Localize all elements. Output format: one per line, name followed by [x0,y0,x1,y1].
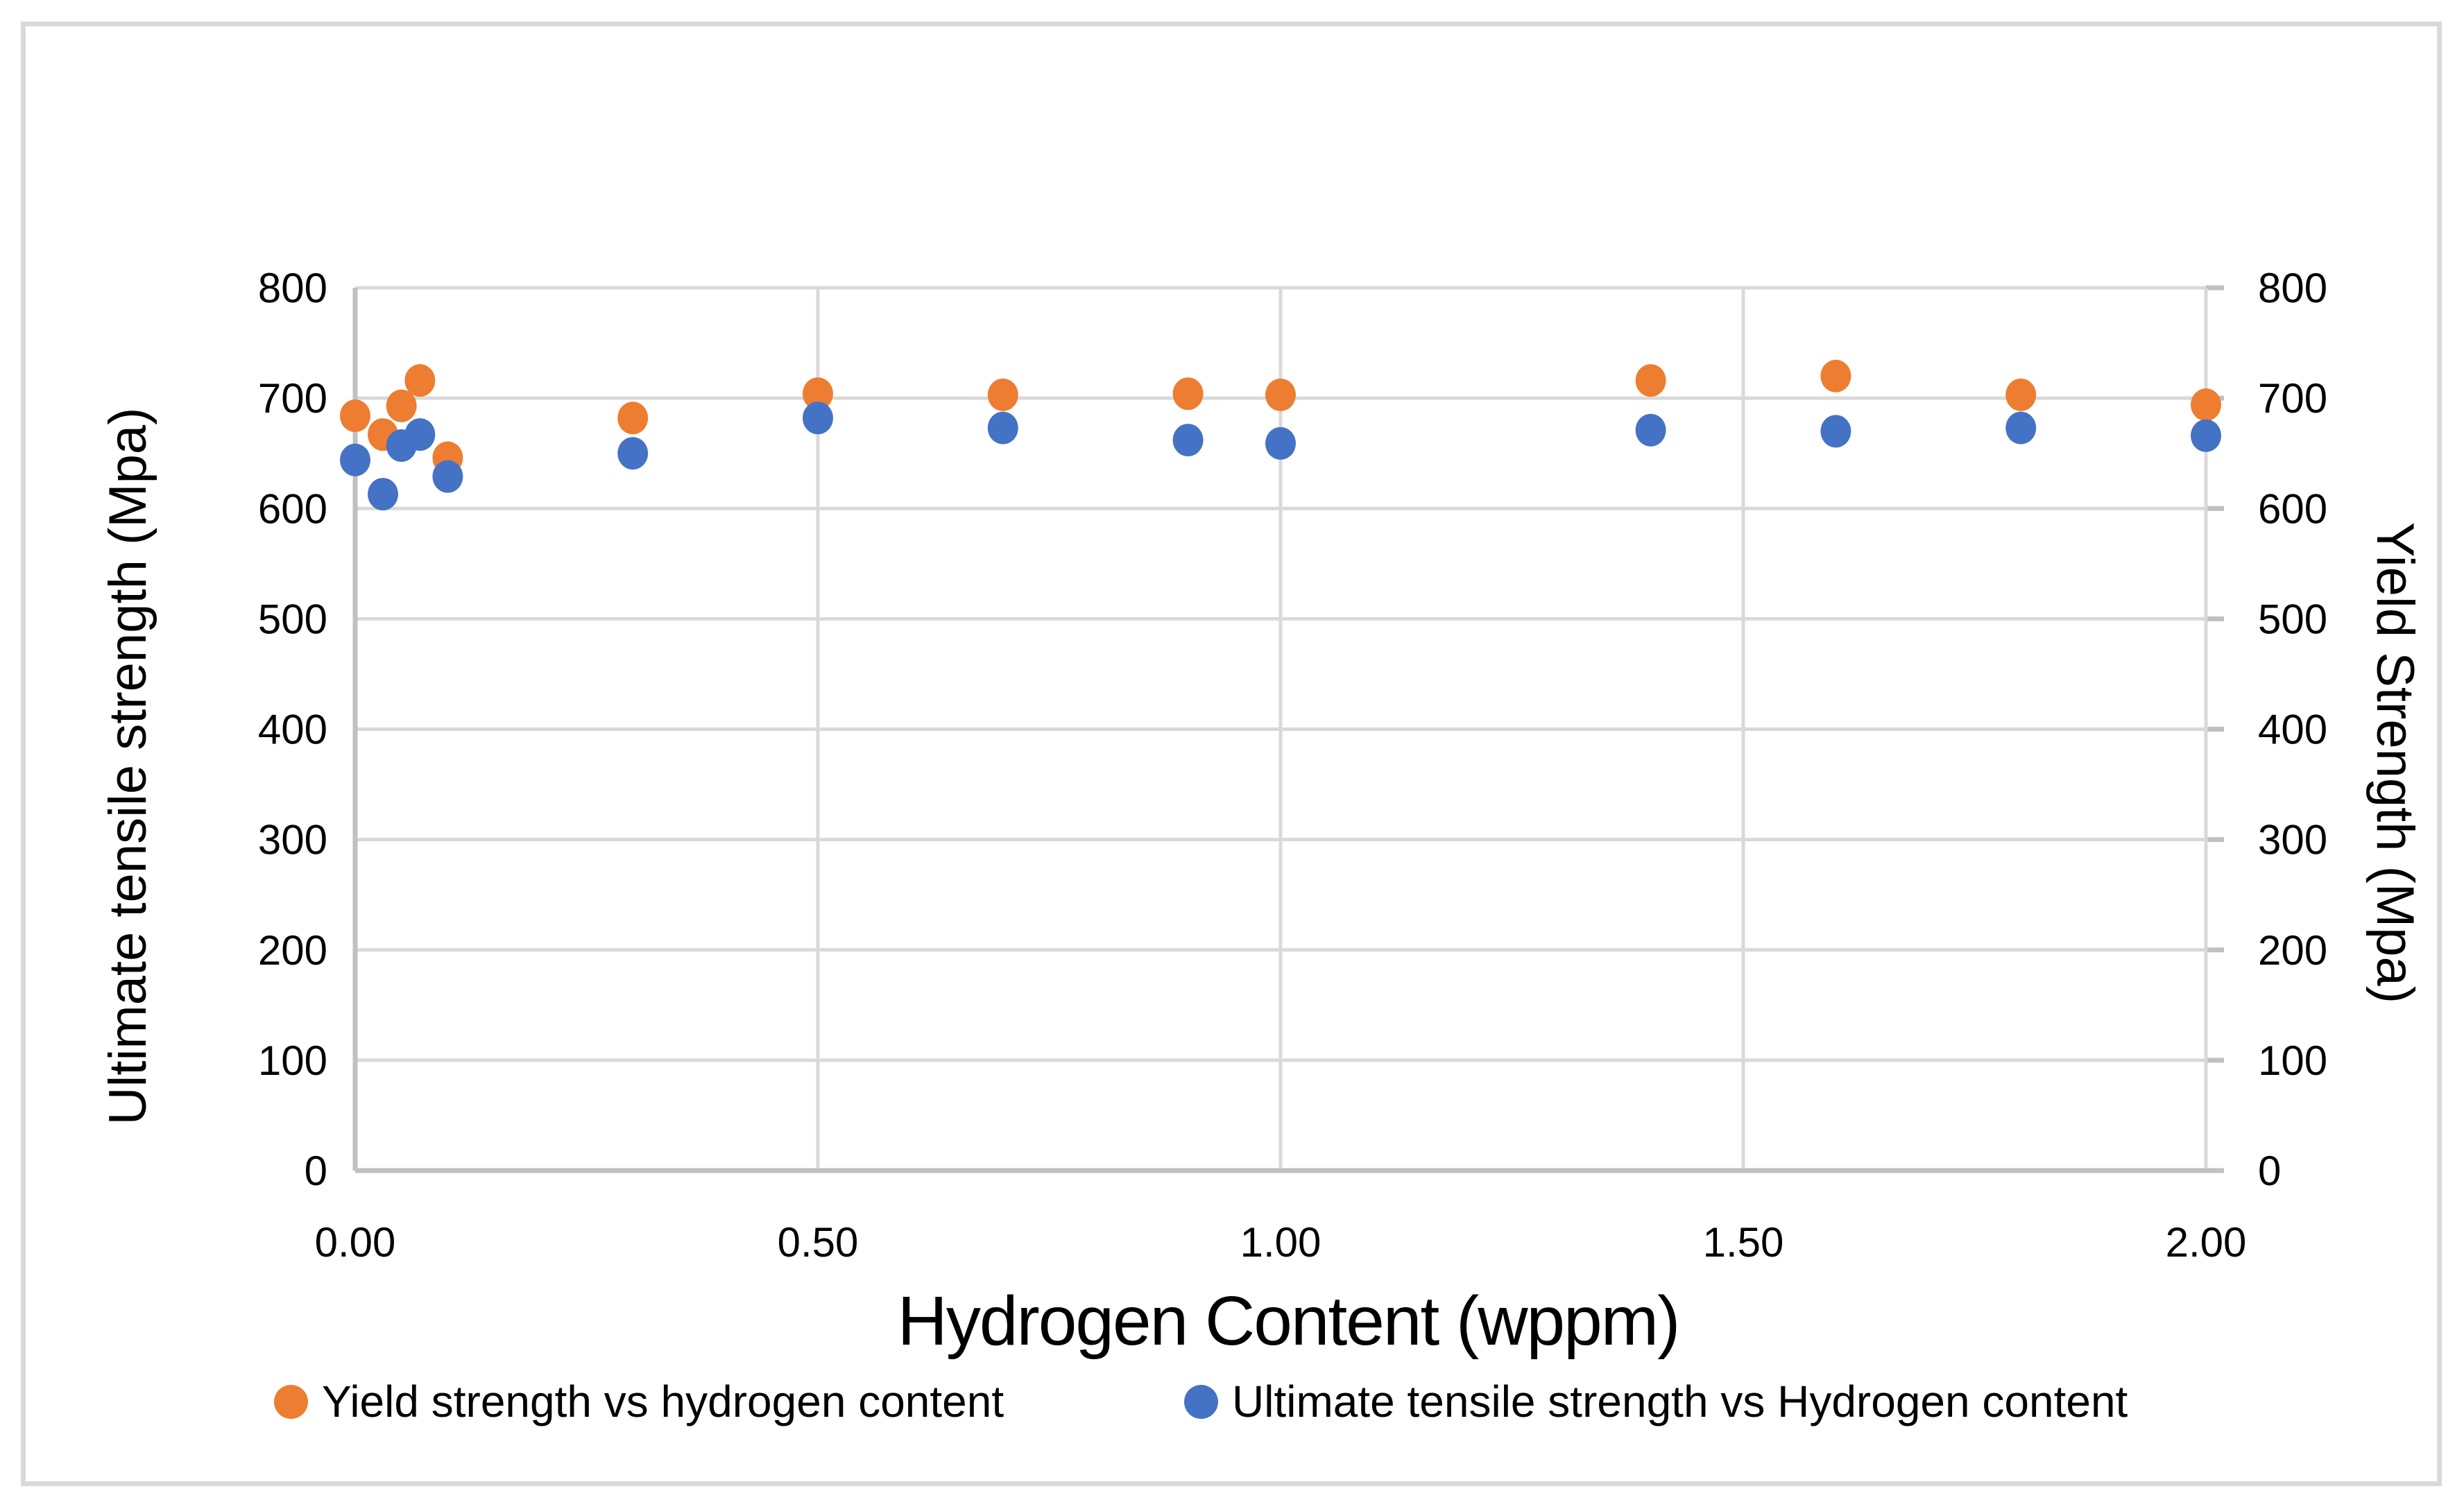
right-y-tick-label: 200 [2258,927,2327,974]
data-point-ultimate-tensile-strength [340,443,370,476]
data-point-ultimate-tensile-strength [803,402,833,435]
x-tick-label: 0.50 [778,1219,859,1266]
x-tick-label: 1.50 [1703,1219,1784,1266]
data-point-yield-strength [617,402,649,435]
data-point-ultimate-tensile-strength [432,460,463,493]
right-y-tick-label: 0 [2258,1148,2281,1194]
legend-item-ultimate-tensile-strength: Ultimate tensile strength vs Hydrogen co… [1184,1377,2128,1426]
x-tick-label: 2.00 [2166,1219,2247,1266]
data-point-yield-strength [386,389,417,422]
data-point-ultimate-tensile-strength [404,418,436,451]
data-point-yield-strength [1635,364,1666,397]
right-y-tick-label: 600 [2258,485,2327,532]
data-point-ultimate-tensile-strength [1820,415,1851,448]
data-point-ultimate-tensile-strength [2005,411,2037,445]
data-point-yield-strength [2191,388,2221,422]
data-point-yield-strength [404,364,436,397]
data-point-ultimate-tensile-strength [1265,426,1296,460]
right-axis-title: Yield Strength (Mpa) [2365,521,2424,1004]
left-y-tick-label: 600 [258,485,327,532]
legend-item-yield-strength: Yield strength vs hydrogen content [274,1377,1004,1426]
data-point-ultimate-tensile-strength [617,437,649,470]
right-y-tick-label: 700 [2258,375,2327,422]
x-axis-title: Hydrogen Content (wppm) [897,1282,1681,1360]
left-axis-title: Ultimate tensile strength (Mpa) [99,407,157,1126]
data-point-yield-strength [1172,377,1204,411]
data-point-yield-strength [1820,359,1851,393]
left-y-tick-label: 400 [258,707,327,753]
right-y-tick-label: 400 [2258,707,2327,753]
data-point-ultimate-tensile-strength [2191,419,2221,452]
left-y-tick-label: 200 [258,927,327,974]
data-point-yield-strength [1265,378,1296,411]
right-y-tick-label: 800 [2258,265,2327,311]
left-y-tick-label: 300 [258,817,327,863]
legend-marker-yield-strength [274,1384,308,1419]
data-point-yield-strength [987,378,1018,411]
right-y-tick-label: 100 [2258,1037,2327,1084]
left-y-tick-label: 800 [258,265,327,311]
legend-label-ultimate-tensile-strength: Ultimate tensile strength vs Hydrogen co… [1232,1377,2128,1426]
chart-border [21,21,2442,1486]
data-point-ultimate-tensile-strength [1635,413,1666,447]
data-point-ultimate-tensile-strength [368,478,399,511]
x-tick-label: 1.00 [1240,1219,1321,1266]
data-point-yield-strength [803,377,833,411]
data-point-ultimate-tensile-strength [987,411,1018,445]
data-point-yield-strength [340,399,370,433]
x-tick-label: 0.00 [315,1219,396,1266]
left-y-tick-label: 0 [305,1148,327,1194]
legend-marker-ultimate-tensile-strength [1184,1384,1218,1419]
right-y-tick-label: 300 [2258,817,2327,863]
left-y-tick-label: 500 [258,596,327,642]
left-y-tick-label: 700 [258,375,327,422]
data-point-ultimate-tensile-strength [1172,424,1204,457]
data-point-yield-strength [2005,378,2037,411]
right-y-tick-label: 500 [2258,596,2327,642]
left-y-tick-label: 100 [258,1037,327,1084]
legend-label-yield-strength: Yield strength vs hydrogen content [322,1377,1004,1426]
